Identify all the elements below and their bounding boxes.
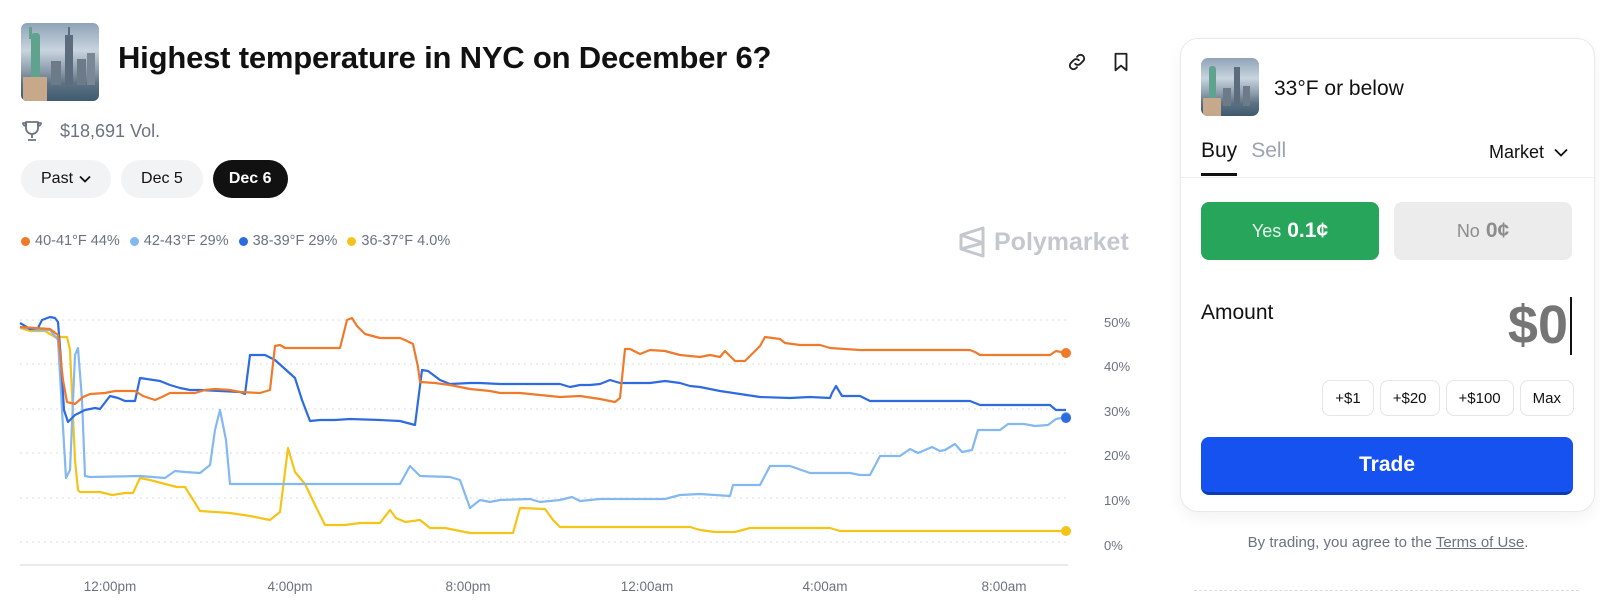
tab-sell[interactable]: Sell: [1251, 139, 1287, 162]
market-image: [21, 23, 99, 101]
price-chart[interactable]: [0, 290, 1140, 614]
polymarket-logo-icon: [959, 226, 985, 258]
tab-buy[interactable]: Buy: [1201, 139, 1238, 176]
no-label: No: [1456, 220, 1480, 241]
y-tick: 40%: [1104, 359, 1131, 374]
add-20-button[interactable]: +$20: [1379, 380, 1440, 416]
legend-label: 40-41°F 44%: [35, 233, 120, 249]
terms-of-use-link[interactable]: Terms of Use: [1435, 534, 1525, 551]
chevron-down-icon: [79, 175, 91, 183]
legend-dot: [347, 236, 357, 246]
y-tick: 30%: [1104, 404, 1131, 419]
series-36-37: [19, 326, 1066, 535]
legend-label: 42-43°F 29%: [143, 233, 229, 249]
x-tick: 8:00am: [981, 579, 1027, 594]
outcome-name: 33°F or below: [1274, 77, 1404, 100]
terms-suffix: .: [1524, 534, 1529, 551]
polymarket-watermark: Polymarket: [958, 226, 1129, 258]
chip-dec-6[interactable]: Dec 6: [212, 160, 288, 198]
trophy-icon: [22, 121, 42, 141]
buy-sell-tabs: Buy Sell: [1201, 139, 1286, 176]
bookmark-icon: [1114, 52, 1128, 72]
y-tick: 0%: [1104, 538, 1123, 553]
page-title: Highest temperature in NYC on December 6…: [118, 40, 772, 75]
yes-button[interactable]: Yes 0.1¢: [1201, 202, 1379, 260]
chip-label: Dec 5: [141, 170, 183, 187]
legend-dot: [21, 236, 30, 246]
chip-dec-5[interactable]: Dec 5: [121, 160, 203, 198]
legend-dot: [238, 236, 248, 246]
add-1-button[interactable]: +$1: [1322, 380, 1374, 416]
legend-label: 36-37°F 4.0%: [361, 233, 451, 249]
x-tick: 12:00am: [620, 579, 674, 594]
y-tick: 50%: [1104, 315, 1131, 330]
outcome-image: [1201, 58, 1259, 116]
terms-prefix: By trading, you agree to the: [1247, 534, 1436, 551]
no-button[interactable]: No 0¢: [1394, 202, 1572, 260]
yes-price: 0.1¢: [1287, 219, 1329, 242]
series-end-marker-38-39: [1061, 413, 1071, 423]
copy-link-button[interactable]: [1064, 49, 1090, 75]
series-end-marker-40-41: [1061, 348, 1071, 358]
divider: [1181, 177, 1594, 178]
no-price: 0¢: [1485, 219, 1510, 242]
volume-value: $18,691 Vol.: [60, 120, 161, 141]
chip-past[interactable]: Past: [21, 160, 112, 198]
date-filter: Past Dec 5 Dec 6: [21, 160, 288, 198]
max-button[interactable]: Max: [1519, 380, 1574, 416]
y-tick: 10%: [1104, 493, 1131, 508]
divider: [1194, 590, 1579, 591]
link-icon: [1068, 53, 1086, 71]
y-tick: 20%: [1104, 448, 1131, 463]
legend-label: 38-39°F 29%: [252, 233, 338, 249]
trade-panel: 33°F or below Buy Sell Market Yes 0.1¢ N…: [1180, 38, 1595, 512]
amount-label: Amount: [1201, 301, 1274, 324]
text-caret: [1570, 297, 1572, 355]
order-type-label: Market: [1488, 142, 1544, 162]
legend-item: 38-39°F 29%: [238, 233, 338, 249]
chart-legend: 40-41°F 44% 42-43°F 29% 38-39°F 29% 36-3…: [21, 233, 450, 249]
watermark-text: Polymarket: [994, 227, 1129, 256]
legend-item: 40-41°F 44%: [21, 233, 120, 249]
series-end-marker-36-37: [1061, 526, 1071, 536]
x-tick: 4:00am: [802, 579, 848, 594]
series-38-39: [19, 315, 1066, 427]
chip-label: Dec 6: [228, 170, 272, 187]
x-tick: 8:00pm: [445, 579, 491, 594]
volume-stat: $18,691 Vol.: [22, 120, 160, 142]
legend-item: 42-43°F 29%: [129, 233, 229, 249]
series-42-43: [19, 325, 1067, 510]
outcome-selector: Yes 0.1¢ No 0¢: [1201, 202, 1572, 260]
quick-amounts: +$1 +$20 +$100 Max: [1322, 380, 1574, 416]
terms-notice: By trading, you agree to the Terms of Us…: [1180, 534, 1596, 551]
amount-input[interactable]: [1372, 295, 1572, 355]
bookmark-button[interactable]: [1108, 49, 1134, 75]
x-tick: 4:00pm: [267, 579, 313, 594]
trade-button[interactable]: Trade: [1201, 437, 1573, 495]
order-type-dropdown[interactable]: Market: [1489, 142, 1568, 163]
gridlines: [20, 319, 1068, 543]
add-100-button[interactable]: +$100: [1445, 380, 1514, 416]
yes-label: Yes: [1251, 220, 1282, 241]
chip-label: Past: [41, 170, 74, 187]
series-40-41: [19, 316, 1067, 406]
legend-item: 36-37°F 4.0%: [347, 233, 450, 249]
x-tick: 12:00pm: [83, 579, 137, 594]
legend-dot: [129, 236, 139, 246]
chevron-down-icon: [1554, 148, 1568, 157]
